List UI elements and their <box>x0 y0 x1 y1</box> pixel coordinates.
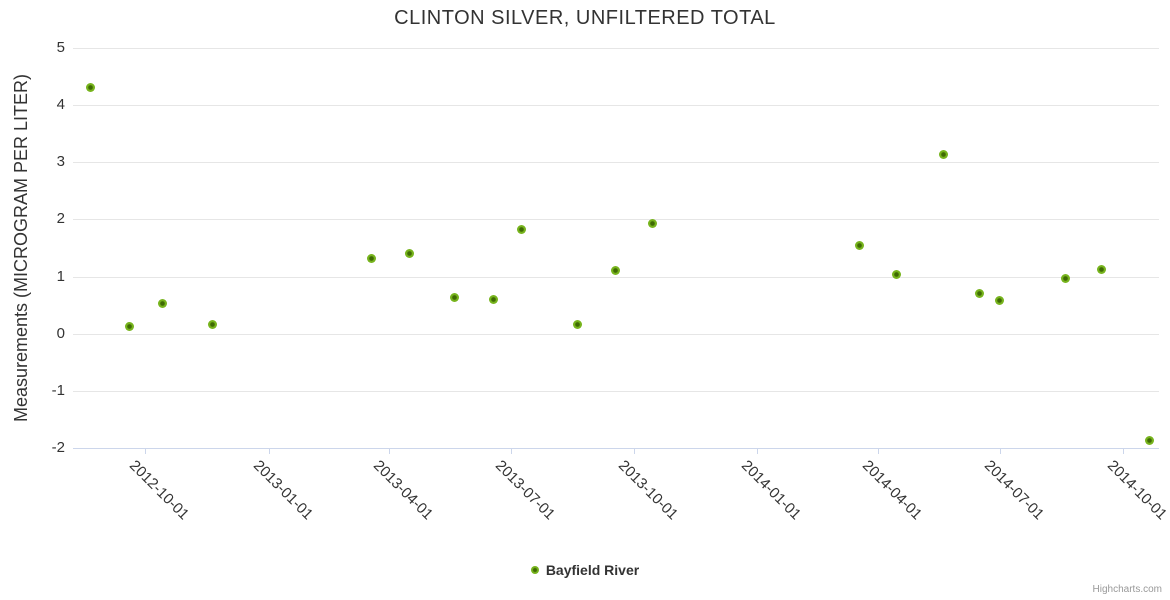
data-point[interactable] <box>975 288 985 298</box>
y-gridline <box>73 219 1159 221</box>
data-point[interactable] <box>517 224 527 234</box>
y-gridline <box>73 48 1159 49</box>
data-point[interactable] <box>573 319 583 329</box>
data-point[interactable] <box>938 149 948 159</box>
y-axis-title: Measurements (MICROGRAM PER LITER) <box>11 73 31 423</box>
chart-title: CLINTON SILVER, UNFILTERED TOTAL <box>394 7 776 29</box>
data-point[interactable] <box>854 241 864 251</box>
x-axis-label: 2014-10-01 <box>1103 457 1170 524</box>
y-axis-label: 4 <box>56 96 65 114</box>
y-axis-label: 5 <box>56 39 65 56</box>
legend-label: Bayfield River <box>545 562 640 578</box>
x-axis-label: 2014-01-01 <box>738 457 805 524</box>
x-axis-label: 2013-01-01 <box>249 457 316 524</box>
legend-item-bayfield-river[interactable]: Bayfield River <box>0 562 1170 578</box>
x-axis-tick <box>877 448 879 454</box>
x-axis-tick <box>1122 448 1124 454</box>
y-gridline <box>73 105 1159 107</box>
highcharts-credits-link[interactable]: Highcharts.com <box>1092 584 1162 595</box>
x-axis-tick <box>268 448 270 454</box>
x-axis-line <box>73 448 1159 449</box>
x-axis-tick <box>757 448 759 454</box>
y-axis-label: -1 <box>51 381 65 399</box>
y-gridline <box>73 333 1159 335</box>
data-point[interactable] <box>207 319 217 329</box>
y-gridline <box>73 276 1159 278</box>
data-point[interactable] <box>1060 274 1070 284</box>
y-axis-label: 1 <box>56 267 65 285</box>
data-point[interactable] <box>1096 265 1106 275</box>
data-point[interactable] <box>488 294 498 304</box>
data-point[interactable] <box>450 293 460 303</box>
data-point[interactable] <box>367 253 377 263</box>
x-axis-label: 2013-04-01 <box>369 457 437 524</box>
data-point[interactable] <box>610 266 620 276</box>
data-point[interactable] <box>648 218 658 228</box>
x-axis-label: 2014-04-01 <box>858 457 926 524</box>
data-point[interactable] <box>1145 435 1155 445</box>
data-point[interactable] <box>124 321 134 331</box>
legend-marker-icon <box>530 566 539 574</box>
x-axis-label: 2013-10-01 <box>615 457 682 524</box>
data-point[interactable] <box>892 270 902 280</box>
y-axis-label: 3 <box>56 153 65 171</box>
x-axis-tick <box>510 448 512 454</box>
x-axis-label: 2014-07-01 <box>980 457 1047 524</box>
data-point[interactable] <box>995 296 1005 306</box>
x-axis-label: 2012-10-01 <box>126 457 193 524</box>
x-axis-label: 2013-07-01 <box>491 457 559 524</box>
x-axis-tick <box>634 448 636 454</box>
data-point[interactable] <box>85 82 95 92</box>
y-axis-label: 2 <box>56 210 65 228</box>
y-gridline <box>73 162 1159 164</box>
x-axis-tick <box>999 448 1001 454</box>
data-point[interactable] <box>158 298 168 308</box>
y-gridline <box>73 390 1159 392</box>
data-point[interactable] <box>404 249 414 259</box>
y-axis-label: -2 <box>51 439 65 456</box>
x-axis-tick <box>145 448 147 454</box>
x-axis-tick <box>389 448 391 454</box>
y-axis-label: 0 <box>56 324 65 342</box>
